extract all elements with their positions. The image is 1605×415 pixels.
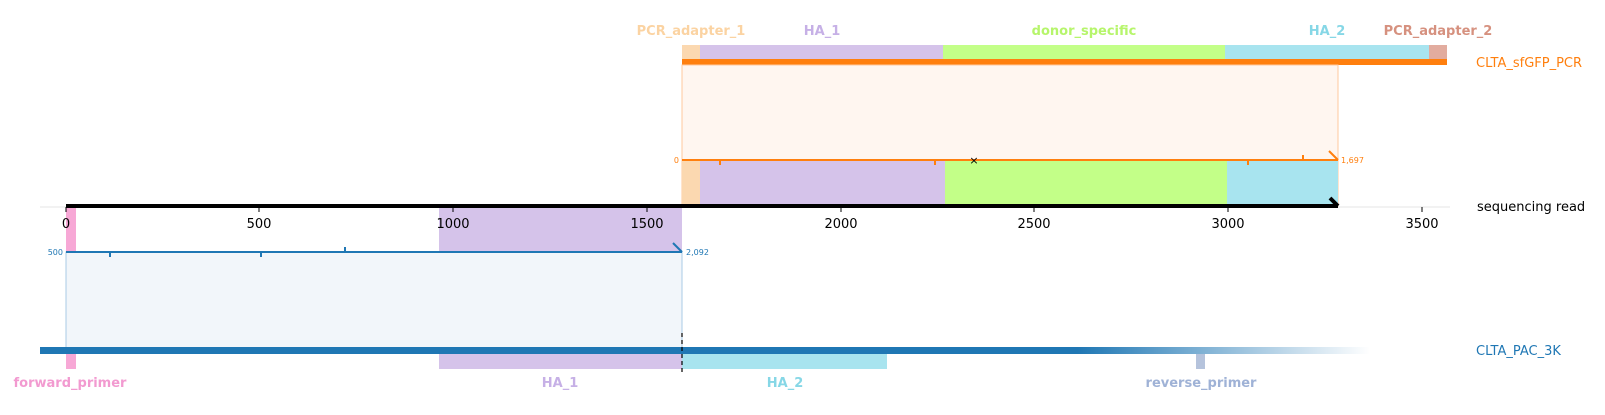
top-feature-HA_1 xyxy=(700,45,943,60)
top-feature-PCR_adapter_2 xyxy=(1429,45,1447,60)
top-read-HA_2 xyxy=(1227,160,1338,207)
bottom-reference-bar xyxy=(40,347,1370,354)
top-label-HA_2: HA_2 xyxy=(1309,24,1346,39)
sequencing-read-arrow xyxy=(1328,196,1340,208)
top-feature-HA_2 xyxy=(1225,45,1429,60)
top-read-PCR_adapter_1 xyxy=(682,160,700,207)
bottom-feature-HA_2 xyxy=(682,354,887,369)
top-read-HA_1 xyxy=(700,160,945,207)
bottom-alignment-start-label: 500 xyxy=(48,248,63,257)
bottom-reference-name: CLTA_PAC_3K xyxy=(1476,344,1561,359)
read-axis-tick-label: 1000 xyxy=(436,217,469,232)
bottom-alignment-shade xyxy=(65,251,683,351)
read-axis-ticks xyxy=(65,207,1423,212)
read-axis-tick-label: 2000 xyxy=(824,217,857,232)
bottom-read-HA_1 xyxy=(439,207,682,252)
read-axis-tick-label: 3500 xyxy=(1405,217,1438,232)
top-label-PCR_adapter_1: PCR_adapter_1 xyxy=(637,24,746,39)
bottom-feature-HA_1 xyxy=(439,354,682,369)
bottom-alignment-arrow xyxy=(672,242,683,253)
bottom-label-forward_primer: forward_primer xyxy=(14,376,128,391)
bottom-feature-reverse_primer xyxy=(1196,354,1205,369)
read-axis-tick-label: 1500 xyxy=(630,217,663,232)
top-alignment-start-label: 0 xyxy=(674,156,679,165)
bottom-label-reverse_primer: reverse_primer xyxy=(1146,376,1258,391)
top-alignment-arrow xyxy=(1328,150,1339,161)
top-reference-bar xyxy=(682,59,1447,65)
bottom-label-HA_2: HA_2 xyxy=(767,376,804,391)
sequencing-read-label: sequencing read xyxy=(1477,200,1585,215)
top-read-donor_specific xyxy=(945,160,1227,207)
read-axis-tick-label: 3000 xyxy=(1211,217,1244,232)
top-reference-name: CLTA_sfGFP_PCR xyxy=(1476,56,1582,71)
bottom-alignment-end-label: 2,092 xyxy=(686,248,709,257)
bottom-read-forward_primer xyxy=(66,207,76,252)
top-label-PCR_adapter_2: PCR_adapter_2 xyxy=(1384,24,1493,39)
read-axis-tick-label: 2500 xyxy=(1017,217,1050,232)
bottom-label-HA_1: HA_1 xyxy=(542,376,579,391)
top-feature-PCR_adapter_1 xyxy=(682,45,700,60)
top-mismatch-x-marker: × xyxy=(969,154,978,167)
read-axis-tick-label: 500 xyxy=(247,217,272,232)
top-feature-donor_specific xyxy=(943,45,1225,60)
read-axis-tick-label: 0 xyxy=(62,217,70,232)
top-alignment-end-label: 1,697 xyxy=(1341,156,1364,165)
top-label-donor_specific: donor_specific xyxy=(1032,24,1137,39)
bottom-feature-forward_primer xyxy=(66,354,76,369)
top-label-HA_1: HA_1 xyxy=(804,24,841,39)
